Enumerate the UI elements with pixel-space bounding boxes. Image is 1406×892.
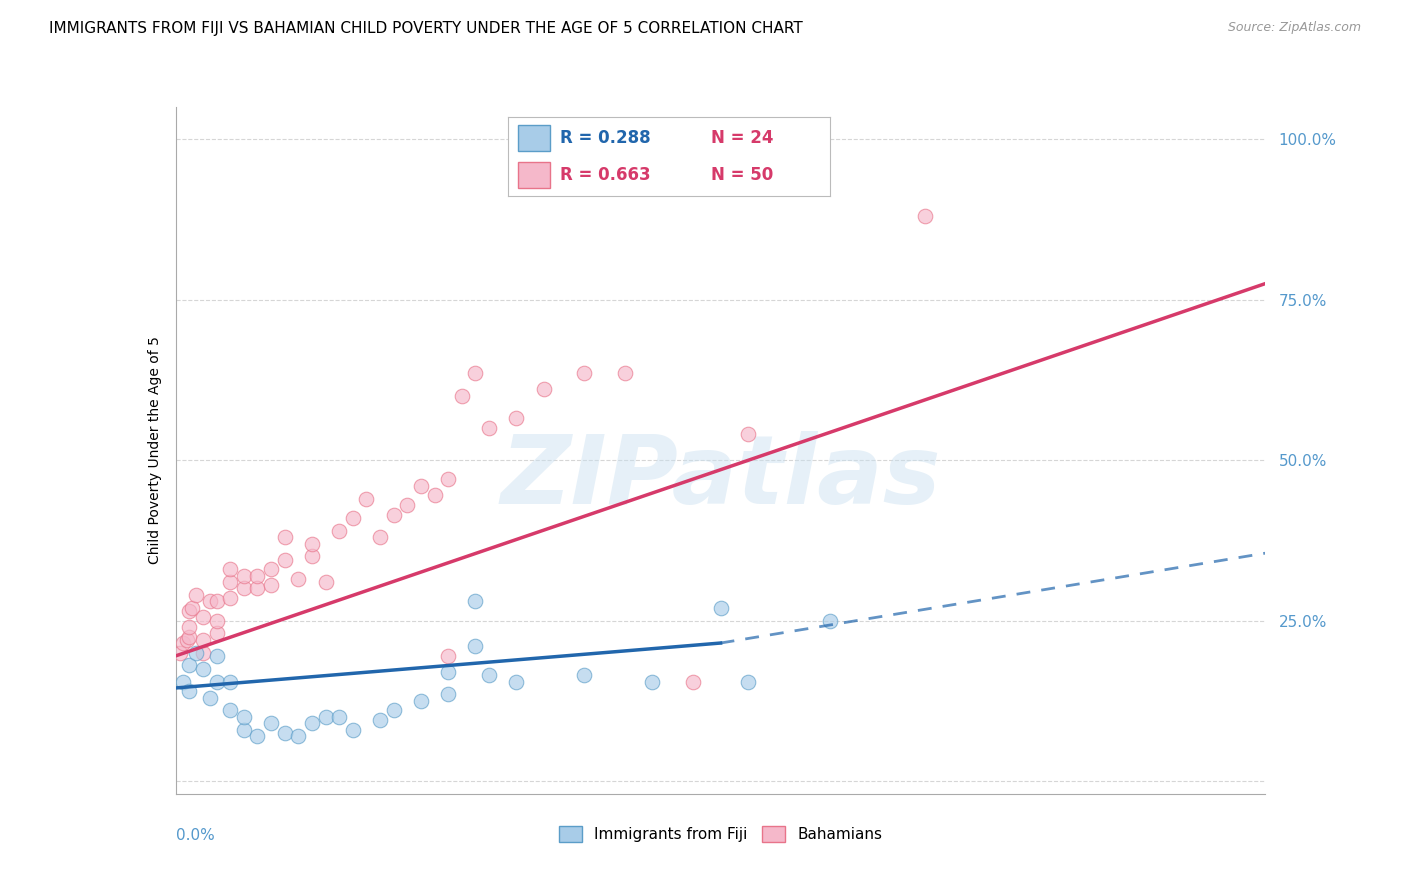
Point	[232, 582, 254, 596]
Point	[382, 703, 405, 717]
Point	[172, 674, 194, 689]
Point	[574, 367, 596, 381]
Point	[260, 578, 283, 592]
Point	[437, 687, 460, 701]
Point	[505, 674, 527, 689]
Text: IMMIGRANTS FROM FIJI VS BAHAMIAN CHILD POVERTY UNDER THE AGE OF 5 CORRELATION CH: IMMIGRANTS FROM FIJI VS BAHAMIAN CHILD P…	[49, 21, 803, 37]
Point	[328, 524, 350, 538]
Text: Source: ZipAtlas.com: Source: ZipAtlas.com	[1227, 21, 1361, 35]
Point	[328, 710, 350, 724]
Text: 0.0%: 0.0%	[176, 828, 215, 843]
Point	[464, 594, 486, 608]
Y-axis label: Child Poverty Under the Age of 5: Child Poverty Under the Age of 5	[148, 336, 162, 565]
Text: ZIPatlas: ZIPatlas	[501, 432, 941, 524]
Point	[342, 511, 364, 525]
Point	[246, 729, 269, 743]
Point	[682, 674, 704, 689]
Point	[437, 665, 460, 679]
Point	[737, 427, 759, 442]
Point	[287, 729, 309, 743]
Point	[205, 614, 228, 628]
Point	[368, 530, 391, 544]
Point	[274, 530, 297, 544]
Point	[191, 662, 214, 676]
Point	[478, 668, 501, 682]
Point	[191, 632, 214, 647]
Point	[246, 568, 269, 582]
Point	[409, 694, 432, 708]
Point	[205, 674, 228, 689]
Point	[710, 600, 733, 615]
Point	[437, 472, 460, 486]
Point	[198, 690, 221, 705]
Point	[181, 600, 204, 615]
Point	[315, 575, 337, 590]
Point	[478, 421, 501, 435]
Point	[179, 604, 201, 618]
Point	[301, 549, 323, 564]
Point	[614, 367, 637, 381]
Point	[423, 488, 446, 502]
Point	[505, 411, 527, 425]
Point	[179, 620, 201, 634]
Point	[641, 674, 664, 689]
Point	[169, 646, 191, 660]
Point	[274, 726, 297, 740]
Point	[219, 674, 242, 689]
Point	[533, 383, 555, 397]
Point	[179, 630, 201, 644]
Point	[301, 716, 323, 731]
Point	[219, 562, 242, 576]
Point	[198, 594, 221, 608]
Point	[232, 568, 254, 582]
Point	[219, 703, 242, 717]
Point	[186, 588, 208, 602]
Point	[287, 572, 309, 586]
Point	[914, 209, 936, 223]
Point	[232, 710, 254, 724]
Point	[191, 646, 214, 660]
Point	[260, 716, 283, 731]
Point	[818, 614, 841, 628]
Point	[179, 658, 201, 673]
Legend: Immigrants from Fiji, Bahamians: Immigrants from Fiji, Bahamians	[553, 820, 889, 848]
Point	[437, 648, 460, 663]
Point	[409, 479, 432, 493]
Point	[464, 639, 486, 653]
Point	[368, 713, 391, 727]
Point	[172, 636, 194, 650]
Point	[205, 594, 228, 608]
Point	[219, 591, 242, 606]
Point	[464, 367, 486, 381]
Point	[260, 562, 283, 576]
Point	[186, 646, 208, 660]
Point	[219, 575, 242, 590]
Point	[315, 710, 337, 724]
Point	[232, 723, 254, 737]
Point	[274, 552, 297, 566]
Point	[301, 536, 323, 550]
Point	[246, 582, 269, 596]
Point	[176, 632, 198, 647]
Point	[382, 508, 405, 522]
Point	[450, 389, 472, 403]
Point	[179, 684, 201, 698]
Point	[205, 626, 228, 640]
Point	[396, 498, 419, 512]
Point	[356, 491, 378, 506]
Point	[191, 610, 214, 624]
Point	[342, 723, 364, 737]
Point	[737, 674, 759, 689]
Point	[574, 668, 596, 682]
Point	[205, 648, 228, 663]
